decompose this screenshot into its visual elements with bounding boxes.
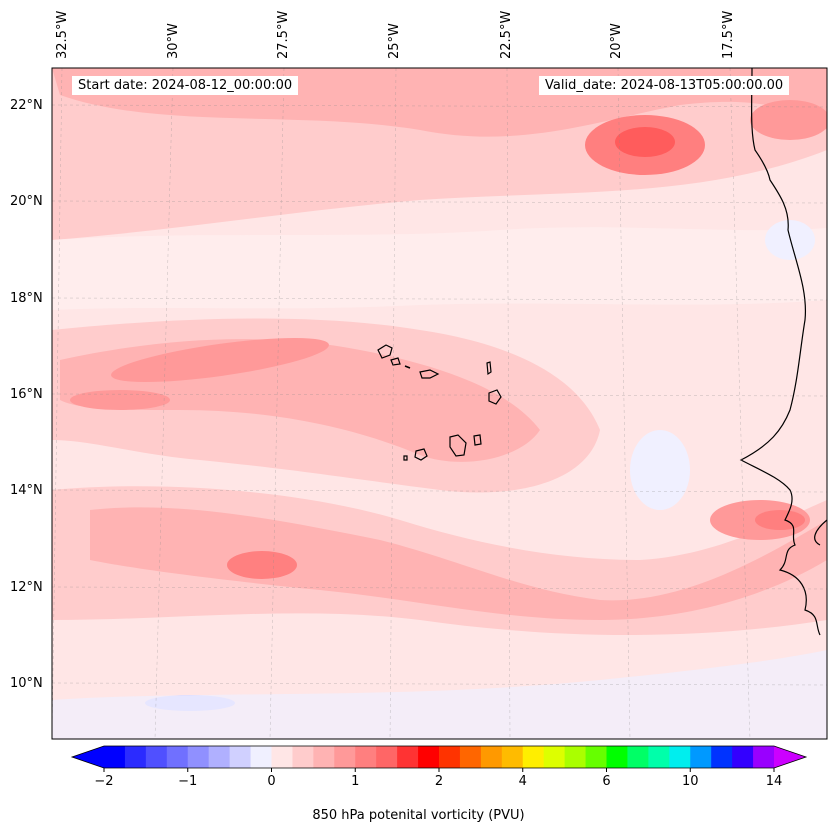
colorbar-over-arrow (774, 746, 806, 768)
colorbar-tick-label: 14 (765, 774, 783, 789)
island-fogo (414, 448, 428, 461)
colorbar-cell (564, 746, 587, 768)
pv-contour-central-max (111, 337, 329, 383)
colorbar-cell (585, 746, 607, 768)
colorbar-label: 850 hPa potenital vorticity (PVU) (312, 808, 525, 823)
colorbar-tick-label: 4 (518, 774, 527, 789)
colorbar-cell (459, 746, 482, 768)
map-frame (51, 67, 828, 740)
colorbar-cell (753, 746, 775, 768)
island-maio (473, 434, 482, 446)
colorbar-cell (313, 746, 335, 768)
lat-label-18n: 18°N (10, 291, 43, 306)
colorbar-cell (439, 746, 461, 768)
colorbar-cell (732, 746, 754, 768)
colorbar-cell (334, 746, 356, 768)
colorbar-cell (418, 746, 440, 768)
island-santo-antao (377, 344, 393, 359)
start-date-label: Start date: 2024-08-12_00:00:00 (72, 76, 299, 95)
lat-label-22n: 22°N (10, 98, 43, 113)
colorbar-tick-label: 0 (267, 774, 276, 789)
colorbar-cell (397, 746, 419, 768)
pv-contour-neg-south (52, 650, 827, 739)
colorbar-tick-label: −1 (178, 774, 198, 789)
lat-label-20n: 20°N (10, 194, 43, 209)
colorbar-cell (229, 746, 252, 768)
africa-coastline (739, 68, 827, 636)
colorbar-cell (271, 746, 293, 768)
colorbar-cell (124, 746, 147, 768)
colorbar-tick-label: −2 (94, 774, 114, 789)
pv-contour-east-north (750, 100, 827, 140)
colorbar-cell (627, 746, 649, 768)
lat-label-10n: 10°N (10, 676, 43, 691)
pv-contour-south-max (227, 551, 297, 579)
colorbar-cell (690, 746, 712, 768)
pv-contour-neg-east (630, 430, 690, 510)
colorbar-cell (543, 746, 566, 768)
lat-label-16n: 16°N (10, 387, 43, 402)
valid-date-label: Valid_date: 2024-08-13T05:00:00.00 (539, 76, 790, 95)
colorbar-cell (522, 746, 545, 768)
colorbar-under-arrow (72, 746, 104, 768)
colorbar-cell (166, 746, 189, 768)
colorbar-tick-label: 2 (434, 774, 444, 789)
pv-contour-pale-band (52, 227, 827, 310)
colorbar-cell (480, 746, 503, 768)
island-santiago (449, 434, 467, 457)
colorbar-cell (501, 746, 524, 768)
colorbar-cell (145, 746, 168, 768)
colorbar-tick-label: 10 (681, 774, 699, 789)
lat-label-12n: 12°N (10, 580, 43, 595)
island-sal (486, 361, 492, 376)
colorbar-outline (70, 745, 808, 769)
pv-contour-south-strong (90, 507, 827, 620)
island-sao-vicente (390, 357, 401, 366)
colorbar-cell (648, 746, 670, 768)
island-brava (403, 455, 408, 461)
colorbar-cell (208, 746, 231, 768)
colorbar-cell (104, 746, 126, 768)
colorbar-tick-label: 1 (351, 774, 360, 789)
island-sao-nicolau (419, 369, 440, 379)
colorbar-tick-label: 6 (602, 774, 611, 789)
colorbar-cell (292, 746, 314, 768)
colorbar-cell (376, 746, 398, 768)
pv-contour-north-core (615, 127, 675, 157)
lat-label-14n: 14°N (10, 483, 43, 498)
colorbar-cell (669, 746, 691, 768)
gridlines (52, 68, 827, 739)
colorbar-cell (187, 746, 210, 768)
colorbar-cell (250, 746, 272, 768)
colorbar-cell (711, 746, 733, 768)
island-santa-luzia (404, 365, 411, 369)
colorbar-cell (355, 746, 377, 768)
colorbar-cell (606, 746, 628, 768)
island-boa-vista (488, 389, 502, 405)
pv-contour-central-max-2 (70, 390, 170, 410)
